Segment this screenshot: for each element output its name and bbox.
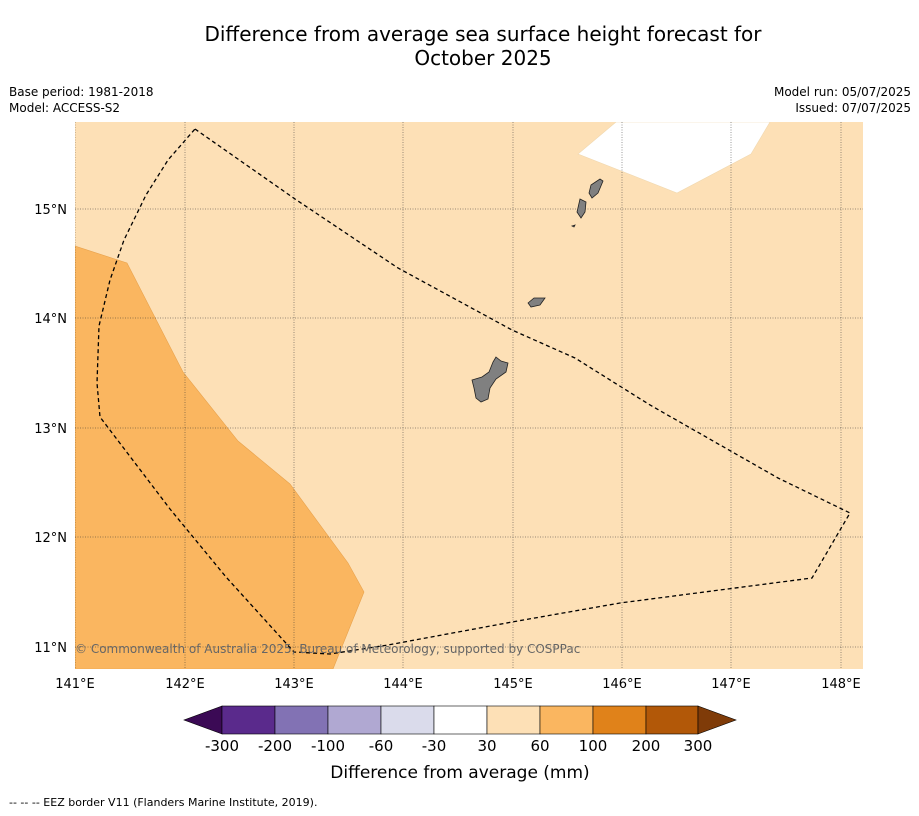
eez-legend-note: -- -- -- EEZ border V11 (Flanders Marine… — [9, 796, 318, 809]
colorbar-label: Difference from average (mm) — [330, 763, 589, 783]
meta-left: Base period: 1981-2018 Model: ACCESS-S2 — [9, 84, 154, 116]
colorbar-swatch-1 — [221, 705, 276, 735]
lat-tick-15: 15°N — [34, 203, 67, 218]
meta-right: Model run: 05/07/2025 Issued: 07/07/2025 — [774, 84, 911, 116]
map-title-line2: October 2025 — [414, 46, 552, 70]
colorbar-tick: -60 — [369, 737, 394, 755]
anomaly-neutral-region — [577, 122, 771, 194]
base-period-text: Base period: 1981-2018 — [9, 85, 154, 99]
colorbar-tick: 300 — [684, 737, 713, 755]
model-text: Model: ACCESS-S2 — [9, 101, 121, 115]
lat-tick-13: 13°N — [34, 422, 67, 437]
saipan-island — [588, 178, 604, 199]
colorbar-swatch-3 — [327, 705, 382, 735]
lon-tick-143: 143°E — [274, 677, 314, 692]
map-title: Difference from average sea surface heig… — [0, 22, 919, 70]
lon-tick-147: 147°E — [711, 677, 751, 692]
colorbar-swatch-7 — [539, 705, 594, 735]
lat-tick-14: 14°N — [34, 312, 67, 327]
copyright-text: © Commonwealth of Australia 2025, Bureau… — [75, 642, 580, 656]
colorbar-tick: -300 — [205, 737, 239, 755]
colorbar-swatch-6 — [486, 705, 541, 735]
map-title-line1: Difference from average sea surface heig… — [204, 22, 762, 46]
guam-island — [471, 356, 509, 403]
anomaly-60-100-region — [75, 245, 365, 669]
rota-island — [527, 297, 546, 308]
map-plot-area: © Commonwealth of Australia 2025, Bureau… — [75, 122, 863, 669]
lat-tick-11: 11°N — [34, 641, 67, 656]
colorbar-tick: 200 — [632, 737, 661, 755]
aguijan-island — [570, 224, 576, 228]
colorbar-swatch-9 — [645, 705, 699, 735]
lon-tick-141: 141°E — [55, 677, 95, 692]
colorbar-tick: 100 — [579, 737, 608, 755]
issued-text: Issued: 07/07/2025 — [795, 101, 911, 115]
tinian-island — [576, 198, 587, 219]
lon-tick-145: 145°E — [493, 677, 533, 692]
lon-tick-146: 146°E — [602, 677, 642, 692]
land-masses — [471, 178, 604, 403]
colorbar-tick: -100 — [311, 737, 345, 755]
lon-tick-148: 148°E — [821, 677, 861, 692]
colorbar-extend-low — [183, 705, 223, 735]
graticule — [75, 122, 863, 669]
longitude-ticks: 141°E 142°E 143°E 144°E 145°E 146°E 147°… — [55, 677, 861, 692]
colorbar-tick: 30 — [477, 737, 496, 755]
lon-tick-144: 144°E — [383, 677, 423, 692]
lat-tick-12: 12°N — [34, 531, 67, 546]
colorbar-tick: -30 — [422, 737, 447, 755]
colorbar-swatch-5 — [433, 705, 488, 735]
colorbar-ticks: -300 -200 -100 -60 -30 30 60 100 200 300 — [205, 737, 712, 755]
colorbar-swatch-4 — [380, 705, 435, 735]
colorbar-swatch-2 — [274, 705, 329, 735]
lon-tick-142: 142°E — [165, 677, 205, 692]
colorbar-tick: 60 — [530, 737, 549, 755]
colorbar-swatch-8 — [592, 705, 647, 735]
colorbar — [183, 705, 737, 735]
colorbar-tick: -200 — [258, 737, 292, 755]
latitude-ticks: 15°N 14°N 13°N 12°N 11°N — [34, 203, 67, 656]
colorbar-extend-high — [697, 705, 737, 735]
model-run-text: Model run: 05/07/2025 — [773, 85, 911, 99]
